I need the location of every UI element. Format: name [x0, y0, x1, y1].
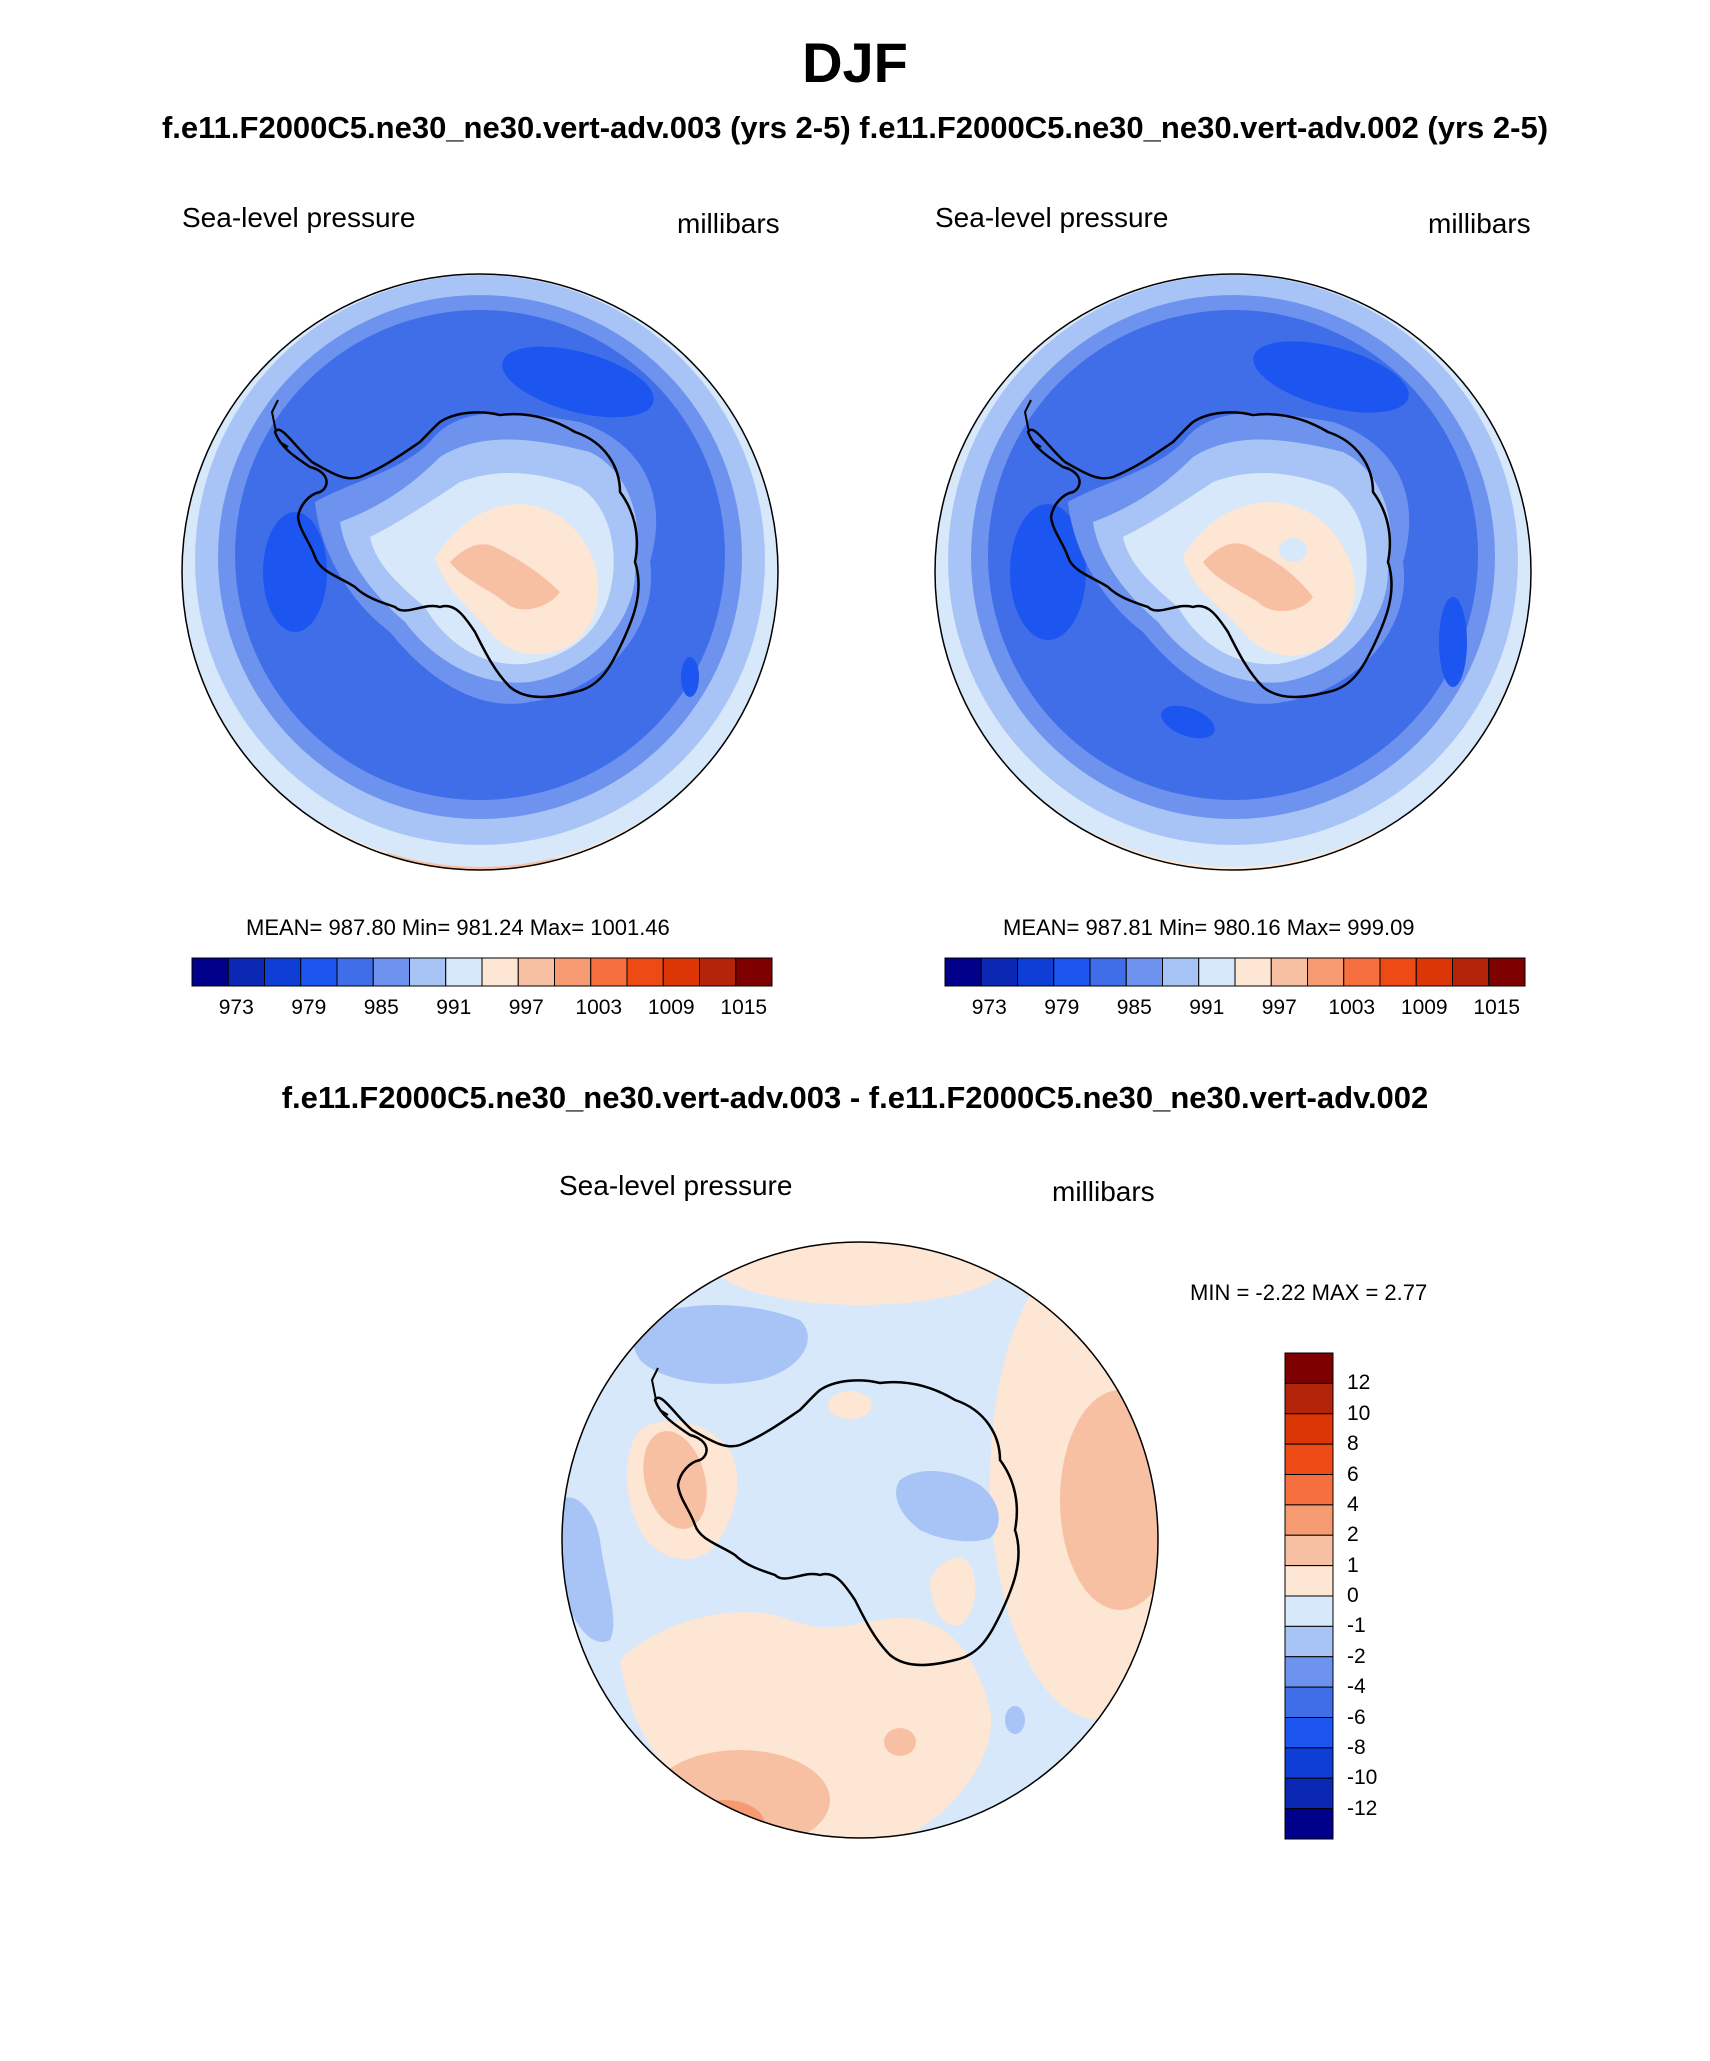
difference-title: f.e11.F2000C5.ne30_ne30.vert-adv.003 - f…: [281, 1080, 1429, 1115]
colorbar-box: [227, 957, 265, 987]
left-stats: MEAN= 987.80 Min= 981.24 Max= 1001.46: [246, 915, 670, 940]
colorbar-tick-label: 991: [436, 996, 472, 1019]
colorbar-box: [1284, 1534, 1334, 1567]
colorbar-box: [1270, 957, 1308, 987]
colorbar-box: [409, 957, 447, 987]
colorbar-tick-label: -6: [1347, 1705, 1366, 1729]
right-units-label: millibars: [1428, 208, 1531, 239]
colorbar-box: [372, 957, 410, 987]
colorbar-tick-label: 1009: [1400, 996, 1448, 1019]
colorbar-tick-label: -1: [1347, 1614, 1366, 1638]
colorbar-box: [1284, 1382, 1334, 1415]
colorbar-tick-label: 997: [508, 996, 544, 1019]
colorbar-box: [1053, 957, 1091, 987]
colorbar-tick-label: -2: [1347, 1644, 1366, 1668]
difference-colorbar: [1284, 1352, 1334, 1840]
colorbar-box: [1284, 1625, 1334, 1658]
colorbar-box: [1284, 1474, 1334, 1506]
colorbar-tick-label: 1003: [575, 996, 623, 1019]
colorbar-tick-label: 973: [218, 996, 254, 1019]
colorbar-box: [1307, 957, 1345, 987]
colorbar-box: [1089, 957, 1127, 987]
right-colorbar: [944, 957, 1526, 987]
colorbar-box: [554, 957, 592, 987]
colorbar-box: [1284, 1686, 1334, 1718]
colorbar-box: [1284, 1777, 1334, 1810]
colorbar-box: [445, 957, 483, 987]
colorbar-tick-label: 979: [1044, 996, 1080, 1019]
colorbar-box: [590, 957, 628, 987]
right-polar-map: [934, 273, 1532, 871]
colorbar-box: [699, 957, 737, 987]
colorbar-tick-label: 6: [1347, 1462, 1359, 1486]
colorbar-box: [1284, 1595, 1334, 1627]
colorbar-box: [517, 957, 555, 987]
colorbar-box: [1284, 1565, 1334, 1597]
colorbar-tick-label: 973: [971, 996, 1007, 1019]
colorbar-tick-label: -12: [1347, 1796, 1378, 1820]
colorbar-tick-label: -8: [1347, 1735, 1366, 1759]
colorbar-tick-label: 1009: [647, 996, 695, 1019]
colorbar-tick-label: -4: [1347, 1675, 1366, 1699]
colorbar-box: [1415, 957, 1453, 987]
colorbar-box: [1343, 957, 1381, 987]
colorbar-tick-label: 1: [1347, 1553, 1359, 1577]
colorbar-box: [980, 957, 1018, 987]
left-polar-map: [181, 273, 779, 871]
colorbar-box: [1488, 957, 1526, 987]
case-titles: f.e11.F2000C5.ne30_ne30.vert-adv.003 (yr…: [161, 110, 1549, 145]
colorbar-box: [1125, 957, 1163, 987]
colorbar-tick-label: 1015: [720, 996, 768, 1019]
colorbar-tick-label: 985: [363, 996, 399, 1019]
colorbar-tick-label: 991: [1189, 996, 1225, 1019]
colorbar-box: [1284, 1747, 1334, 1779]
colorbar-box: [944, 957, 982, 987]
colorbar-box: [1284, 1504, 1334, 1536]
right-stats: MEAN= 987.81 Min= 980.16 Max= 999.09: [1003, 915, 1415, 940]
left-units-label: millibars: [677, 208, 780, 239]
colorbar-box: [191, 957, 229, 987]
diff-stats: MIN = -2.22 MAX = 2.77: [1190, 1280, 1428, 1305]
colorbar-tick-label: 979: [291, 996, 327, 1019]
colorbar-box: [662, 957, 700, 987]
difference-polar-map: [561, 1241, 1159, 1839]
colorbar-box: [1017, 957, 1055, 987]
left-variable-label: Sea-level pressure: [182, 202, 416, 233]
colorbar-box: [1284, 1443, 1334, 1475]
colorbar-box: [1284, 1717, 1334, 1749]
colorbar-box: [1284, 1808, 1334, 1840]
colorbar-box: [1452, 957, 1490, 987]
colorbar-tick-label: 0: [1347, 1584, 1359, 1607]
right-variable-label: Sea-level pressure: [935, 202, 1169, 233]
colorbar-box: [735, 957, 773, 987]
colorbar-tick-label: 2: [1347, 1523, 1359, 1547]
colorbar-box: [1284, 1413, 1334, 1445]
colorbar-box: [1284, 1352, 1334, 1384]
colorbar-box: [1162, 957, 1200, 987]
colorbar-box: [1198, 957, 1236, 987]
colorbar-box: [264, 957, 302, 987]
colorbar-tick-label: -10: [1347, 1766, 1378, 1790]
colorbar-box: [626, 957, 664, 987]
colorbar-tick-label: 10: [1347, 1401, 1371, 1425]
colorbar-box: [1379, 957, 1417, 987]
colorbar-box: [481, 957, 519, 987]
colorbar-tick-label: 1003: [1328, 996, 1376, 1019]
colorbar-box: [1234, 957, 1272, 987]
colorbar-box: [300, 957, 338, 987]
colorbar-box: [1284, 1656, 1334, 1688]
colorbar-tick-label: 997: [1261, 996, 1297, 1019]
diff-units-label: millibars: [1052, 1176, 1155, 1207]
colorbar-tick-label: 8: [1347, 1432, 1359, 1456]
colorbar-tick-label: 12: [1347, 1371, 1371, 1395]
colorbar-box: [336, 957, 374, 987]
diff-variable-label: Sea-level pressure: [559, 1170, 793, 1201]
colorbar-tick-label: 4: [1347, 1492, 1359, 1516]
left-colorbar: [191, 957, 773, 987]
colorbar-tick-label: 985: [1116, 996, 1152, 1019]
colorbar-tick-label: 1015: [1473, 996, 1521, 1019]
figure-title: DJF: [802, 31, 908, 94]
